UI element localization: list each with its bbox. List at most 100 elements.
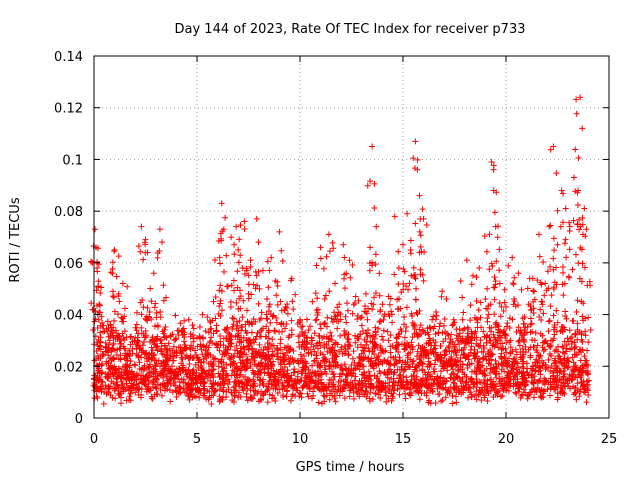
data-point — [453, 326, 460, 333]
data-point — [381, 313, 388, 320]
data-point — [530, 343, 537, 350]
data-point — [511, 274, 518, 281]
data-point — [165, 357, 172, 364]
data-point — [116, 392, 123, 399]
data-point-peak — [369, 143, 376, 150]
data-point — [330, 245, 337, 252]
data-point — [318, 400, 325, 407]
data-point — [206, 368, 213, 375]
data-point — [274, 282, 281, 289]
data-point — [387, 349, 394, 356]
data-point — [538, 393, 545, 400]
data-point-peak — [414, 166, 421, 173]
data-point — [257, 397, 264, 404]
data-point — [369, 259, 376, 266]
data-point — [342, 381, 349, 388]
data-point — [519, 345, 526, 352]
data-point — [561, 338, 568, 345]
data-point — [298, 324, 305, 331]
data-point — [486, 324, 493, 331]
data-point — [474, 358, 481, 365]
data-point — [341, 275, 348, 282]
data-point — [578, 298, 585, 305]
data-point — [287, 346, 294, 353]
data-point — [251, 357, 258, 364]
data-point — [504, 320, 511, 327]
data-point — [223, 252, 230, 259]
data-point — [163, 352, 170, 359]
data-point — [458, 338, 465, 345]
data-point-peak — [352, 293, 359, 300]
data-point — [215, 237, 222, 244]
data-point — [481, 233, 488, 240]
data-point — [459, 316, 466, 323]
data-point — [372, 251, 379, 258]
data-point — [203, 395, 210, 402]
data-point — [157, 370, 164, 377]
data-point — [100, 351, 107, 358]
data-point — [571, 351, 578, 358]
data-point — [111, 317, 118, 324]
data-point — [298, 370, 305, 377]
data-point — [247, 362, 254, 369]
data-point — [317, 255, 324, 262]
data-point — [365, 327, 372, 334]
data-point — [251, 392, 258, 399]
data-point — [468, 343, 475, 350]
data-point — [407, 246, 414, 253]
data-point — [414, 381, 421, 388]
data-point — [565, 383, 572, 390]
data-point — [108, 378, 115, 385]
data-point — [213, 327, 220, 334]
data-point — [422, 352, 429, 359]
data-point — [371, 372, 378, 379]
data-point — [210, 392, 217, 399]
data-point — [286, 332, 293, 339]
data-point — [319, 357, 326, 364]
data-point — [409, 319, 416, 326]
data-point — [570, 217, 577, 224]
data-point — [280, 372, 287, 379]
data-point — [550, 286, 557, 293]
data-point — [545, 318, 552, 325]
data-point — [277, 336, 284, 343]
data-point — [477, 358, 484, 365]
data-point — [398, 340, 405, 347]
data-point — [316, 363, 323, 370]
data-point-peak — [94, 265, 101, 272]
data-point — [228, 372, 235, 379]
data-point — [217, 333, 224, 340]
data-point — [431, 368, 438, 375]
data-point — [546, 263, 553, 270]
data-point — [265, 384, 272, 391]
data-point — [363, 341, 370, 348]
data-point — [153, 368, 160, 375]
data-point — [484, 285, 491, 292]
data-point — [308, 335, 315, 342]
data-point — [249, 395, 256, 402]
data-point — [377, 308, 384, 315]
data-point — [572, 251, 579, 258]
data-point — [299, 339, 306, 346]
data-point — [337, 371, 344, 378]
data-point — [413, 285, 420, 292]
data-point — [387, 332, 394, 339]
data-point — [450, 371, 457, 378]
data-point — [453, 399, 460, 406]
data-point — [121, 305, 128, 312]
data-point — [372, 324, 379, 331]
data-point — [544, 268, 551, 275]
data-point — [340, 385, 347, 392]
data-point — [202, 328, 209, 335]
data-point — [212, 315, 219, 322]
data-point-peak — [408, 272, 415, 279]
data-point — [157, 308, 164, 315]
data-point — [448, 331, 455, 338]
data-point — [360, 369, 367, 376]
data-point — [430, 313, 437, 320]
data-point — [491, 274, 498, 281]
data-point — [560, 292, 567, 299]
data-point — [415, 342, 422, 349]
data-point — [468, 334, 475, 341]
data-point — [405, 381, 412, 388]
